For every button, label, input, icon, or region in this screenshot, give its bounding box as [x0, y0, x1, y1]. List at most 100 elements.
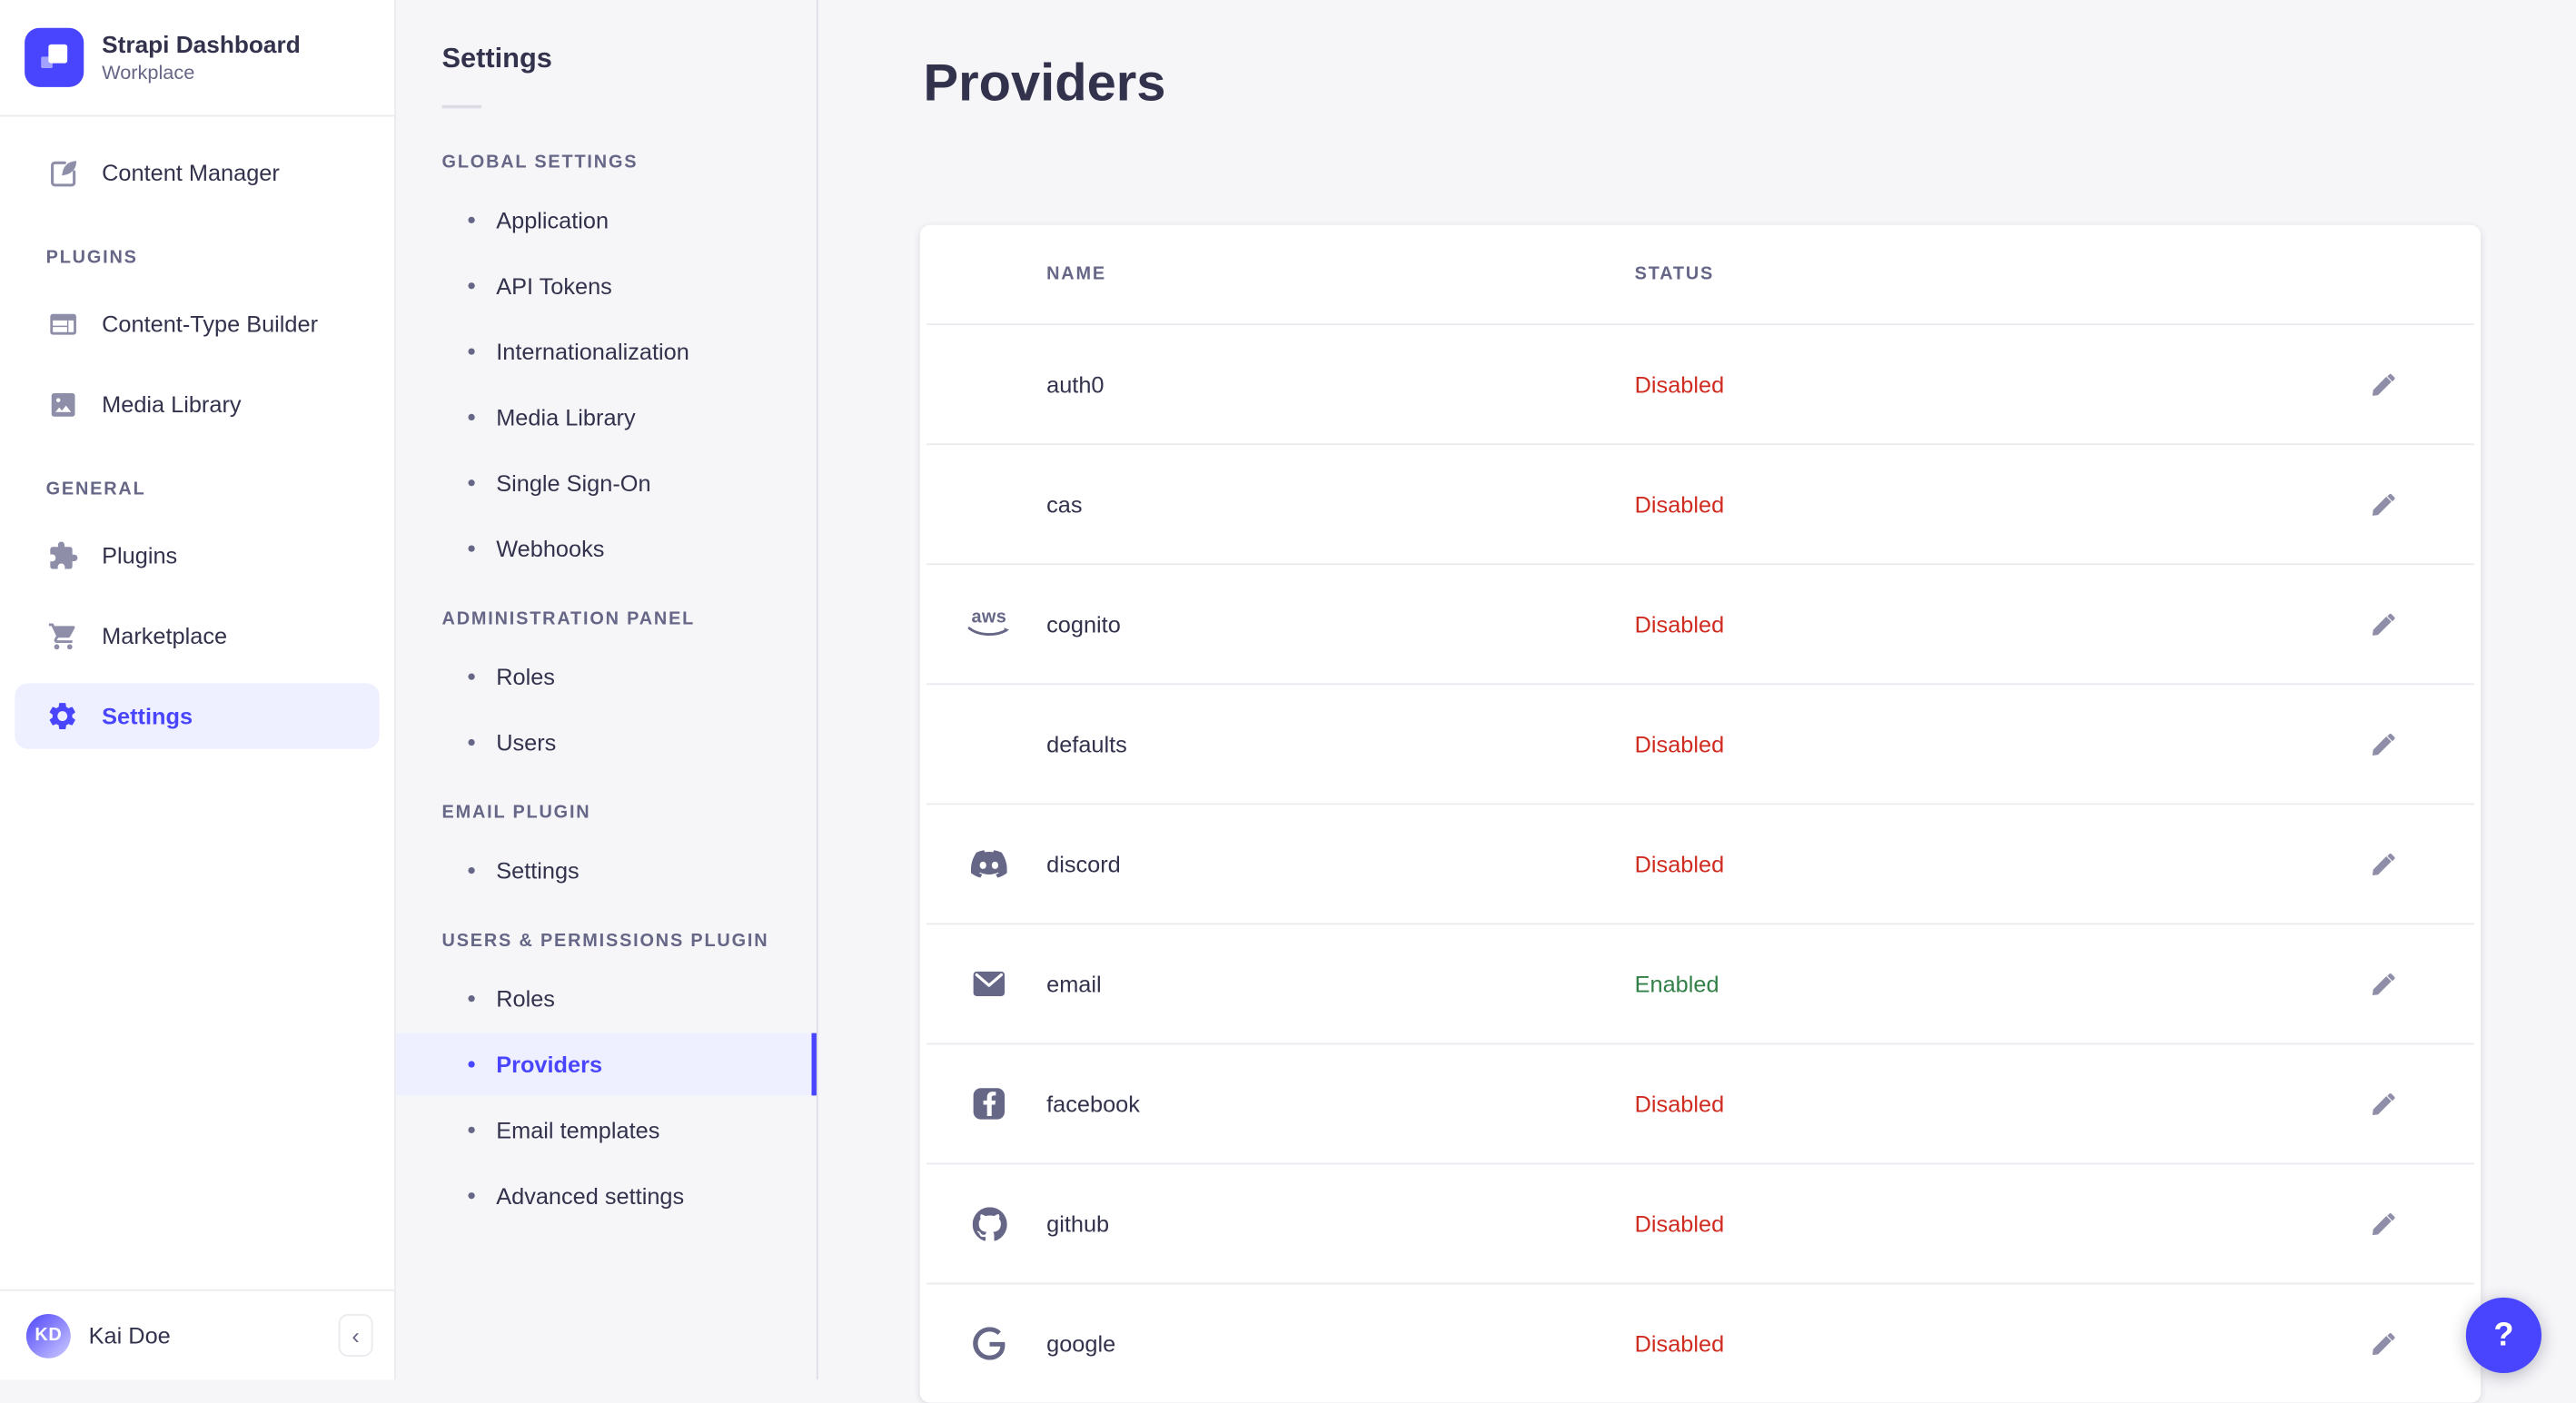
subnav-item-admin-roles[interactable]: Roles [396, 646, 817, 708]
sidebar-item-label: Content-Type Builder [102, 310, 319, 337]
workspace-brand: Strapi Dashboard Workplace [0, 0, 395, 117]
table-header: NAME STATUS [920, 225, 2481, 324]
bullet-icon [468, 1192, 475, 1200]
provider-name: cas [1046, 490, 1083, 518]
subnav-item-api-tokens[interactable]: API Tokens [396, 254, 817, 317]
bullet-icon [468, 479, 475, 487]
subnav-item-media-library[interactable]: Media Library [396, 386, 817, 449]
content-manager-icon [46, 156, 79, 189]
chevron-left-icon: ‹ [352, 1321, 360, 1349]
table-row-github[interactable]: github Disabled [920, 1164, 2481, 1282]
workspace-title: Strapi Dashboard [102, 32, 301, 59]
table-row-auth0[interactable]: auth0 Disabled [920, 325, 2481, 443]
pencil-icon [2372, 372, 2394, 395]
status-badge: Disabled [1634, 850, 1725, 877]
facebook-icon [959, 1087, 1018, 1120]
subnav-item-label: API Tokens [496, 272, 612, 300]
sidebar-footer: KD Kai Doe ‹ [0, 1289, 395, 1379]
strapi-logo-icon [25, 27, 84, 87]
name-column-header: NAME [1046, 264, 1106, 284]
subnav-item-webhooks[interactable]: Webhooks [396, 518, 817, 580]
subnav-item-label: Advanced settings [496, 1182, 685, 1210]
subnav-item-label: Settings [496, 857, 580, 884]
workspace-subtitle: Workplace [102, 60, 195, 84]
bullet-icon [468, 1126, 475, 1133]
edit-provider-button[interactable] [2356, 1198, 2409, 1250]
status-badge: Disabled [1634, 1210, 1725, 1237]
table-row-cognito[interactable]: aws cognito Disabled [920, 565, 2481, 683]
subnav-item-label: Email templates [496, 1116, 660, 1143]
plugins-icon [46, 538, 79, 571]
sidebar-item-label: Plugins [102, 541, 178, 568]
sidebar-item-marketplace[interactable]: Marketplace [15, 603, 380, 668]
subnav-item-application[interactable]: Application [396, 189, 817, 252]
subnav-item-providers[interactable]: Providers [395, 1032, 817, 1096]
row-divider [926, 1282, 2474, 1285]
bullet-icon [468, 282, 475, 290]
subnav-section-administration-panel: ADMINISTRATION PANEL [441, 609, 696, 629]
help-button[interactable]: ? [2465, 1297, 2542, 1374]
subnav-item-email-settings[interactable]: Settings [396, 839, 817, 902]
edit-provider-button[interactable] [2356, 1077, 2409, 1130]
edit-provider-button[interactable] [2356, 358, 2409, 410]
subnav-item-advanced-settings[interactable]: Advanced settings [396, 1164, 817, 1227]
subnav-item-label: Internationalization [496, 338, 689, 365]
email-icon [959, 971, 1018, 997]
table-row-discord[interactable]: discord Disabled [920, 805, 2481, 923]
subnav-item-label: Single Sign-On [496, 469, 651, 497]
subnav-item-label: Providers [496, 1051, 603, 1078]
table-row-cas[interactable]: cas Disabled [920, 445, 2481, 563]
aws-icon: aws [959, 608, 1018, 639]
user-menu[interactable]: KD Kai Doe [25, 1313, 171, 1358]
bullet-icon [468, 995, 475, 1003]
sidebar-item-settings[interactable]: Settings [15, 683, 380, 749]
table-row-facebook[interactable]: facebook Disabled [920, 1044, 2481, 1162]
edit-provider-button[interactable] [2356, 1318, 2409, 1370]
main-content: Providers NAME STATUS auth0 Disabled c [818, 0, 2576, 1403]
subnav-item-up-roles[interactable]: Roles [396, 967, 817, 1030]
edit-provider-button[interactable] [2356, 837, 2409, 890]
edit-provider-button[interactable] [2356, 957, 2409, 1010]
sidebar-item-content-type-builder[interactable]: Content-Type Builder [15, 291, 380, 356]
status-badge: Disabled [1634, 490, 1725, 518]
subnav-item-label: Media Library [496, 403, 636, 430]
subnav-item-label: Users [496, 729, 557, 756]
edit-provider-button[interactable] [2356, 717, 2409, 770]
bullet-icon [468, 1061, 475, 1068]
bullet-icon [468, 216, 475, 223]
sidebar-item-media-library[interactable]: Media Library [15, 371, 380, 437]
media-library-icon [46, 388, 79, 420]
collapse-sidebar-button[interactable]: ‹ [338, 1313, 373, 1357]
row-divider [926, 563, 2474, 566]
provider-name: defaults [1046, 730, 1127, 757]
sidebar-item-plugins[interactable]: Plugins [15, 522, 380, 588]
subnav-item-admin-users[interactable]: Users [396, 711, 817, 774]
discord-icon [959, 845, 1018, 882]
provider-name: github [1046, 1210, 1110, 1237]
subnav-item-single-sign-on[interactable]: Single Sign-On [396, 451, 817, 514]
table-row-defaults[interactable]: defaults Disabled [920, 685, 2481, 803]
edit-provider-button[interactable] [2356, 478, 2409, 530]
settings-gear-icon [46, 699, 79, 732]
main-nav-list: Content Manager PLUGINS Content-Type Bui… [0, 116, 394, 749]
subnav-section-users-permissions-plugin: USERS & PERMISSIONS PLUGIN [441, 931, 769, 952]
row-divider [926, 923, 2474, 925]
providers-table: NAME STATUS auth0 Disabled cas Disabled [919, 224, 2482, 1403]
pencil-icon [2372, 612, 2394, 636]
edit-provider-button[interactable] [2356, 598, 2409, 650]
bullet-icon [468, 673, 475, 680]
sidebar-item-content-manager[interactable]: Content Manager [15, 140, 380, 205]
marketplace-cart-icon [46, 619, 79, 652]
subnav-item-email-templates[interactable]: Email templates [396, 1099, 817, 1161]
subnav-item-internationalization[interactable]: Internationalization [396, 321, 817, 383]
subnav-item-label: Webhooks [496, 535, 605, 562]
table-row-email[interactable]: email Enabled [920, 924, 2481, 1042]
subnav-item-label: Roles [496, 663, 555, 690]
status-badge: Disabled [1634, 730, 1725, 757]
user-name: Kai Doe [88, 1321, 171, 1349]
status-badge: Disabled [1634, 1330, 1725, 1357]
avatar: KD [25, 1313, 71, 1358]
table-row-google[interactable]: google Disabled [920, 1284, 2481, 1402]
status-column-header: STATUS [1634, 264, 1715, 284]
nav-section-plugins: PLUGINS [45, 248, 138, 268]
